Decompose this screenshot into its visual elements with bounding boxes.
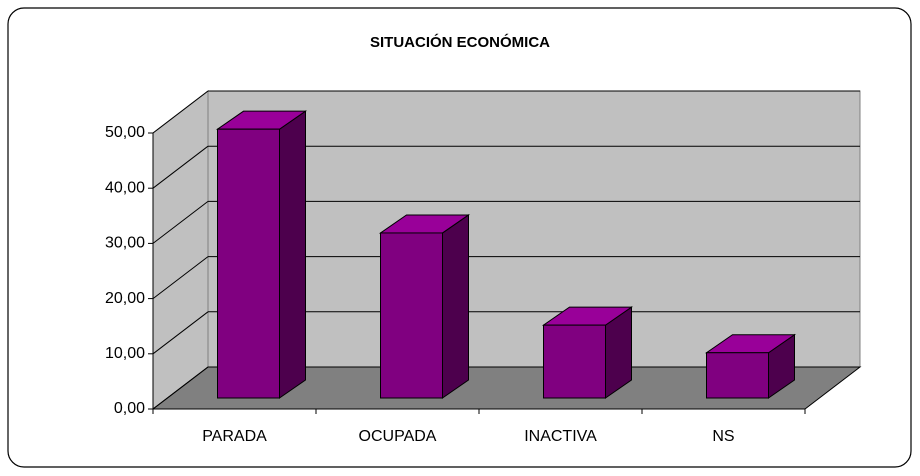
y-tick-label: 0,00	[114, 400, 145, 417]
grid-line	[152, 90, 209, 134]
y-tick-label: 50,00	[105, 124, 145, 141]
grid-line	[152, 256, 209, 299]
chart-title: SITUACIÓN ECONÓMICA	[370, 33, 550, 51]
grid-line	[152, 366, 209, 410]
bar-side	[442, 213, 469, 399]
grid-line	[152, 311, 209, 355]
y-tick-label: 30,00	[105, 235, 145, 252]
bar	[706, 352, 769, 399]
x-tick-label: NS	[712, 428, 734, 445]
bar	[380, 232, 443, 399]
x-tick-label: INACTIVA	[524, 428, 597, 445]
bar	[543, 324, 606, 399]
y-tick-label: 10,00	[105, 345, 145, 362]
bar	[217, 128, 280, 399]
grid-line	[152, 201, 209, 244]
x-tick-label: PARADA	[202, 428, 267, 445]
y-tick-label: 40,00	[105, 179, 145, 196]
grid-line	[152, 145, 209, 189]
x-tick-label: OCUPADA	[359, 428, 437, 445]
y-tick-label: 20,00	[105, 290, 145, 307]
bar-side	[279, 110, 306, 399]
side-wall	[152, 89, 209, 411]
